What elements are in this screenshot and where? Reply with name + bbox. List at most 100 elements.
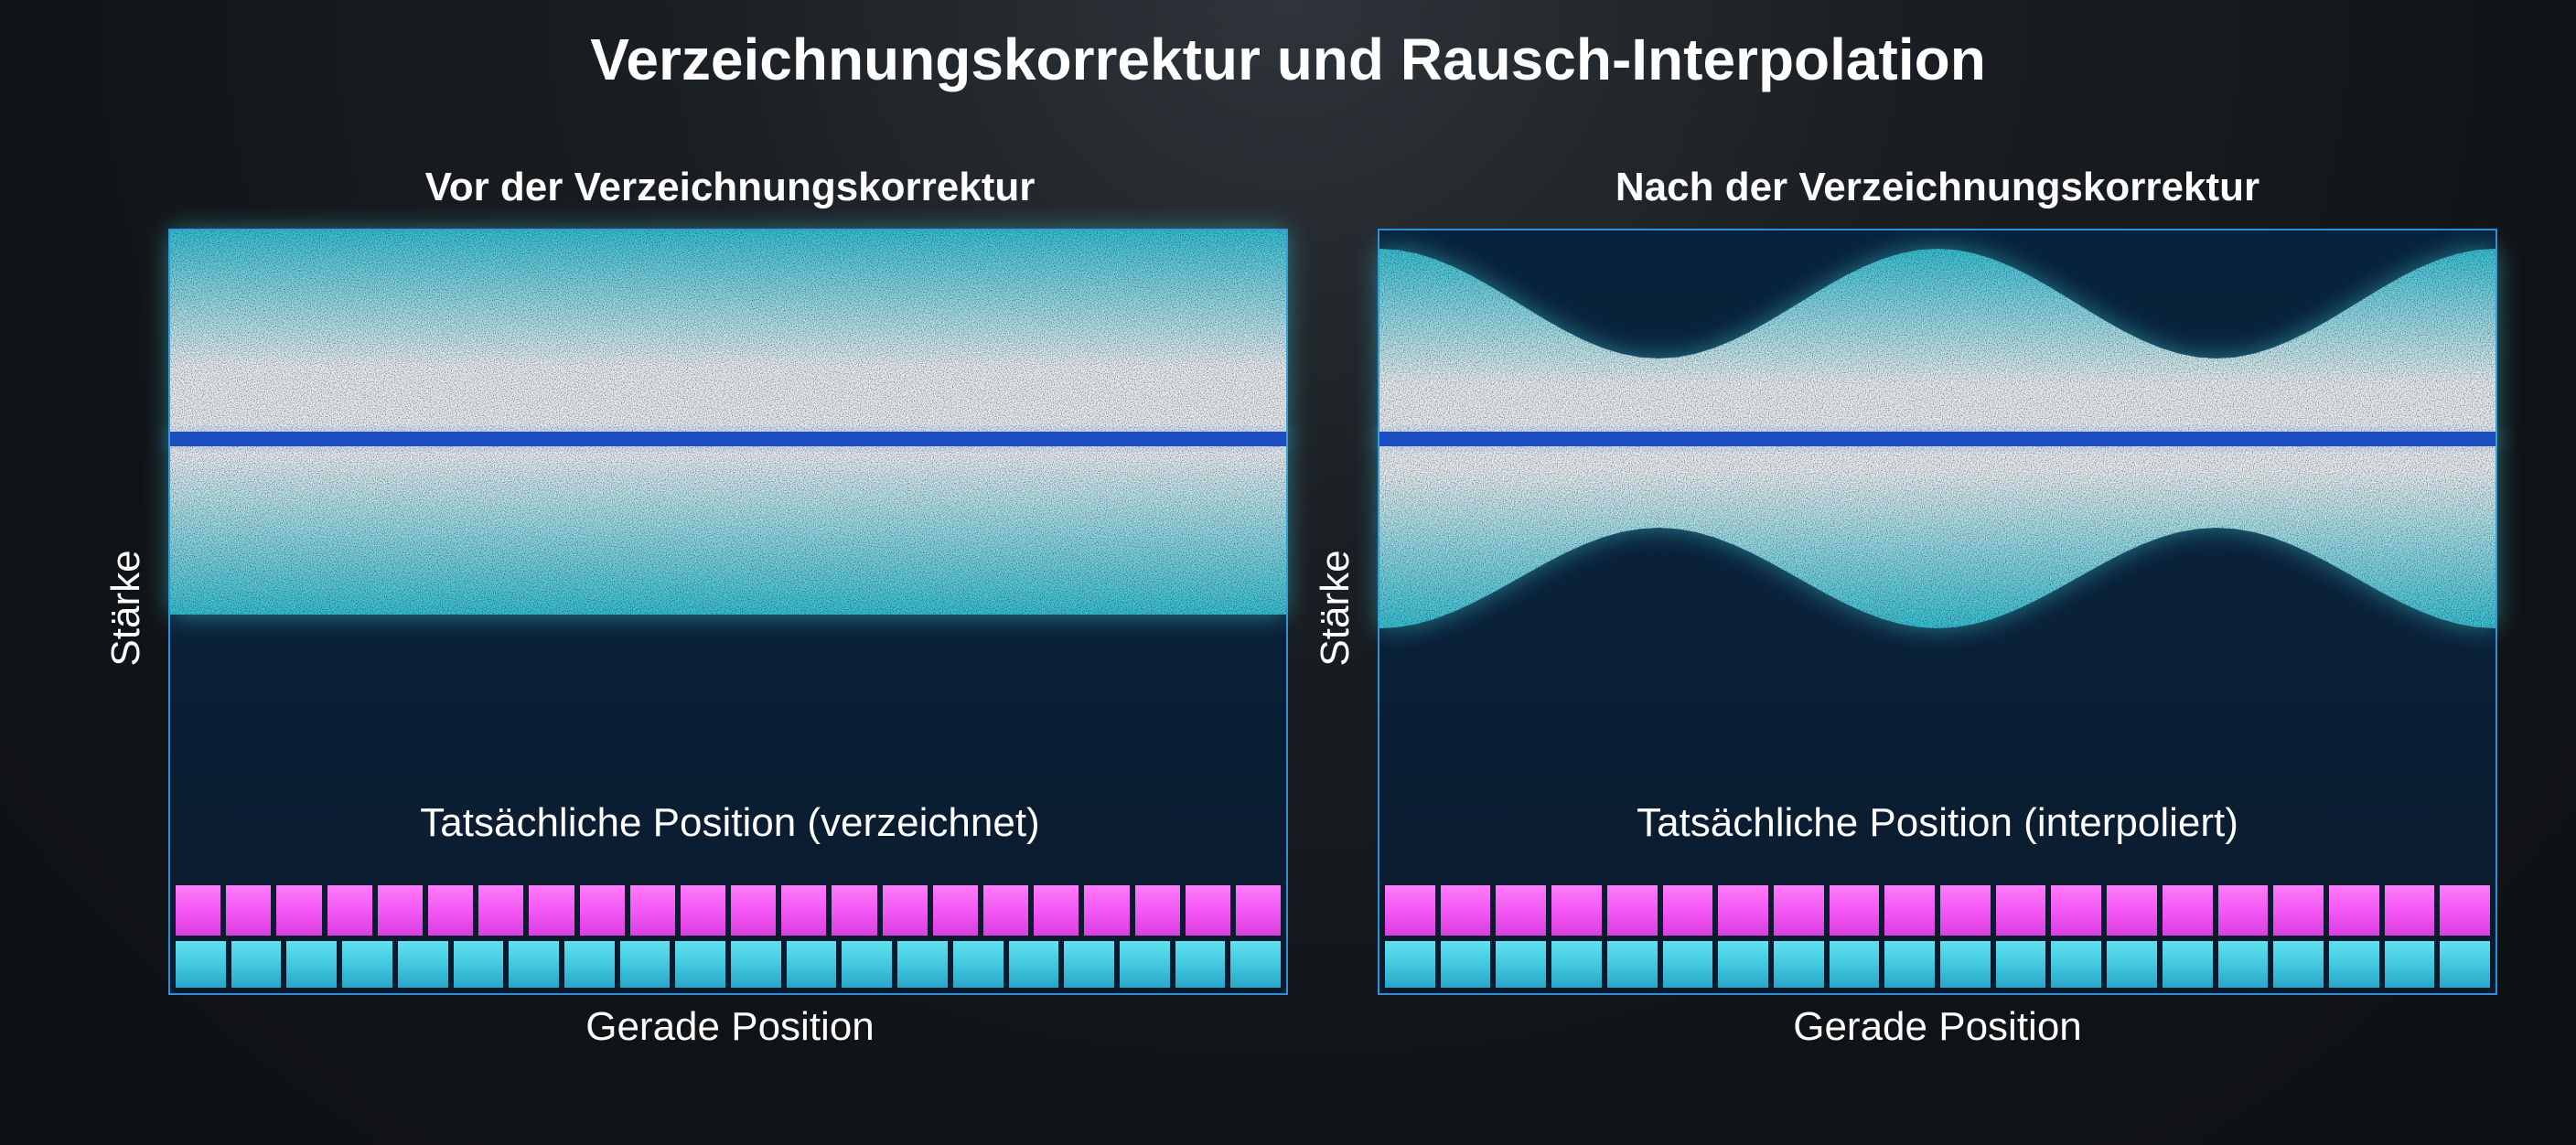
cyan-cell-row-after bbox=[1385, 941, 2491, 988]
cyan-cell bbox=[675, 941, 726, 988]
cyan-cell bbox=[564, 941, 615, 988]
pink-cell bbox=[1185, 885, 1230, 936]
plot-frame-after bbox=[1378, 229, 2497, 995]
pink-cell bbox=[2273, 885, 2324, 936]
pink-cell bbox=[176, 885, 221, 936]
noise-band-after bbox=[1379, 249, 2496, 628]
cyan-cell bbox=[1119, 941, 1170, 988]
pink-cell-row-after bbox=[1385, 885, 2491, 936]
cyan-cell bbox=[2328, 941, 2379, 988]
x-axis-label-before: Gerade Position bbox=[585, 1004, 875, 1049]
cyan-cell bbox=[1940, 941, 1991, 988]
cyan-cell bbox=[2273, 941, 2324, 988]
cyan-cell bbox=[952, 941, 1004, 988]
pink-cell bbox=[1718, 885, 1768, 936]
pink-cell bbox=[1551, 885, 1602, 936]
x-axis-label-after: Gerade Position bbox=[1793, 1004, 2082, 1049]
cyan-cell bbox=[1884, 941, 1936, 988]
caption-before: Tatsächliche Position (verzeichnet) bbox=[420, 800, 1040, 845]
pink-cell bbox=[832, 885, 877, 936]
pink-cell bbox=[1773, 885, 1824, 936]
pink-cell bbox=[882, 885, 928, 936]
noise-band bbox=[170, 230, 1286, 615]
cyan-cell bbox=[731, 941, 781, 988]
cyan-cell bbox=[619, 941, 671, 988]
center-line bbox=[170, 432, 1286, 446]
cyan-cell-row-before bbox=[176, 941, 1282, 988]
cyan-cell bbox=[786, 941, 837, 988]
cyan-cell bbox=[1773, 941, 1824, 988]
center-line bbox=[1379, 432, 2496, 446]
pink-cell bbox=[1940, 885, 1991, 936]
cyan-cell bbox=[1064, 941, 1114, 988]
pink-cell bbox=[629, 885, 675, 936]
noise-band-before bbox=[170, 230, 1286, 615]
pink-cell bbox=[983, 885, 1029, 936]
pink-cell bbox=[1084, 885, 1130, 936]
cyan-cell bbox=[509, 941, 559, 988]
cyan-cell bbox=[2051, 941, 2102, 988]
pink-cell bbox=[781, 885, 827, 936]
cyan-cell bbox=[2162, 941, 2213, 988]
cyan-cell bbox=[1385, 941, 1435, 988]
cyan-cell bbox=[1230, 941, 1282, 988]
cyan-cell bbox=[2384, 941, 2435, 988]
pink-cell bbox=[2328, 885, 2379, 936]
pink-cell bbox=[478, 885, 524, 936]
pink-cell bbox=[2162, 885, 2213, 936]
panel-title-before: Vor der Verzeichnungskorrektur bbox=[424, 165, 1036, 209]
pink-cell bbox=[2217, 885, 2269, 936]
pink-cell bbox=[1662, 885, 1713, 936]
cyan-cell bbox=[1829, 941, 1880, 988]
cyan-cell bbox=[1662, 941, 1713, 988]
pink-cell bbox=[932, 885, 978, 936]
pink-cell bbox=[2107, 885, 2157, 936]
pink-cell bbox=[1235, 885, 1282, 936]
cyan-cell bbox=[397, 941, 448, 988]
cyan-cell bbox=[1008, 941, 1059, 988]
pink-cell bbox=[1995, 885, 2046, 936]
cyan-cell bbox=[1175, 941, 1226, 988]
pink-cell bbox=[1496, 885, 1547, 936]
pink-cell bbox=[1440, 885, 1491, 936]
pink-cell bbox=[2051, 885, 2102, 936]
pink-cell bbox=[529, 885, 574, 936]
cyan-cell bbox=[842, 941, 893, 988]
pink-cell bbox=[680, 885, 726, 936]
cyan-cell bbox=[2217, 941, 2269, 988]
pink-cell bbox=[1884, 885, 1936, 936]
cyan-cell bbox=[2440, 941, 2491, 988]
pink-cell bbox=[2440, 885, 2491, 936]
cyan-cell bbox=[1718, 941, 1768, 988]
pink-cell bbox=[2384, 885, 2435, 936]
pink-cell bbox=[731, 885, 777, 936]
pink-cell bbox=[1034, 885, 1079, 936]
pink-cell bbox=[1606, 885, 1658, 936]
pink-cell bbox=[327, 885, 372, 936]
caption-after: Tatsächliche Position (interpoliert) bbox=[1637, 800, 2238, 845]
cyan-cell bbox=[1995, 941, 2046, 988]
cyan-cell bbox=[1496, 941, 1547, 988]
cyan-cell bbox=[2107, 941, 2157, 988]
panel-title-after: Nach der Verzeichnungskorrektur bbox=[1615, 165, 2260, 209]
pink-cell bbox=[1385, 885, 1435, 936]
y-axis-label-before: Stärke bbox=[103, 550, 148, 667]
cyan-cell bbox=[176, 941, 226, 988]
pink-cell bbox=[276, 885, 322, 936]
pink-cell bbox=[1829, 885, 1880, 936]
cyan-cell bbox=[1606, 941, 1658, 988]
pink-cell bbox=[579, 885, 625, 936]
plot-frame-before bbox=[168, 229, 1288, 995]
cyan-cell bbox=[453, 941, 504, 988]
pink-cell bbox=[1134, 885, 1180, 936]
cyan-cell bbox=[231, 941, 282, 988]
pink-cell bbox=[226, 885, 272, 936]
cyan-cell bbox=[342, 941, 392, 988]
y-axis-label-after: Stärke bbox=[1313, 550, 1358, 667]
cyan-cell bbox=[286, 941, 338, 988]
pink-cell bbox=[427, 885, 474, 936]
cyan-cell bbox=[897, 941, 948, 988]
pink-cell bbox=[377, 885, 423, 936]
cyan-cell bbox=[1551, 941, 1602, 988]
pink-cell-row-before bbox=[176, 885, 1282, 936]
